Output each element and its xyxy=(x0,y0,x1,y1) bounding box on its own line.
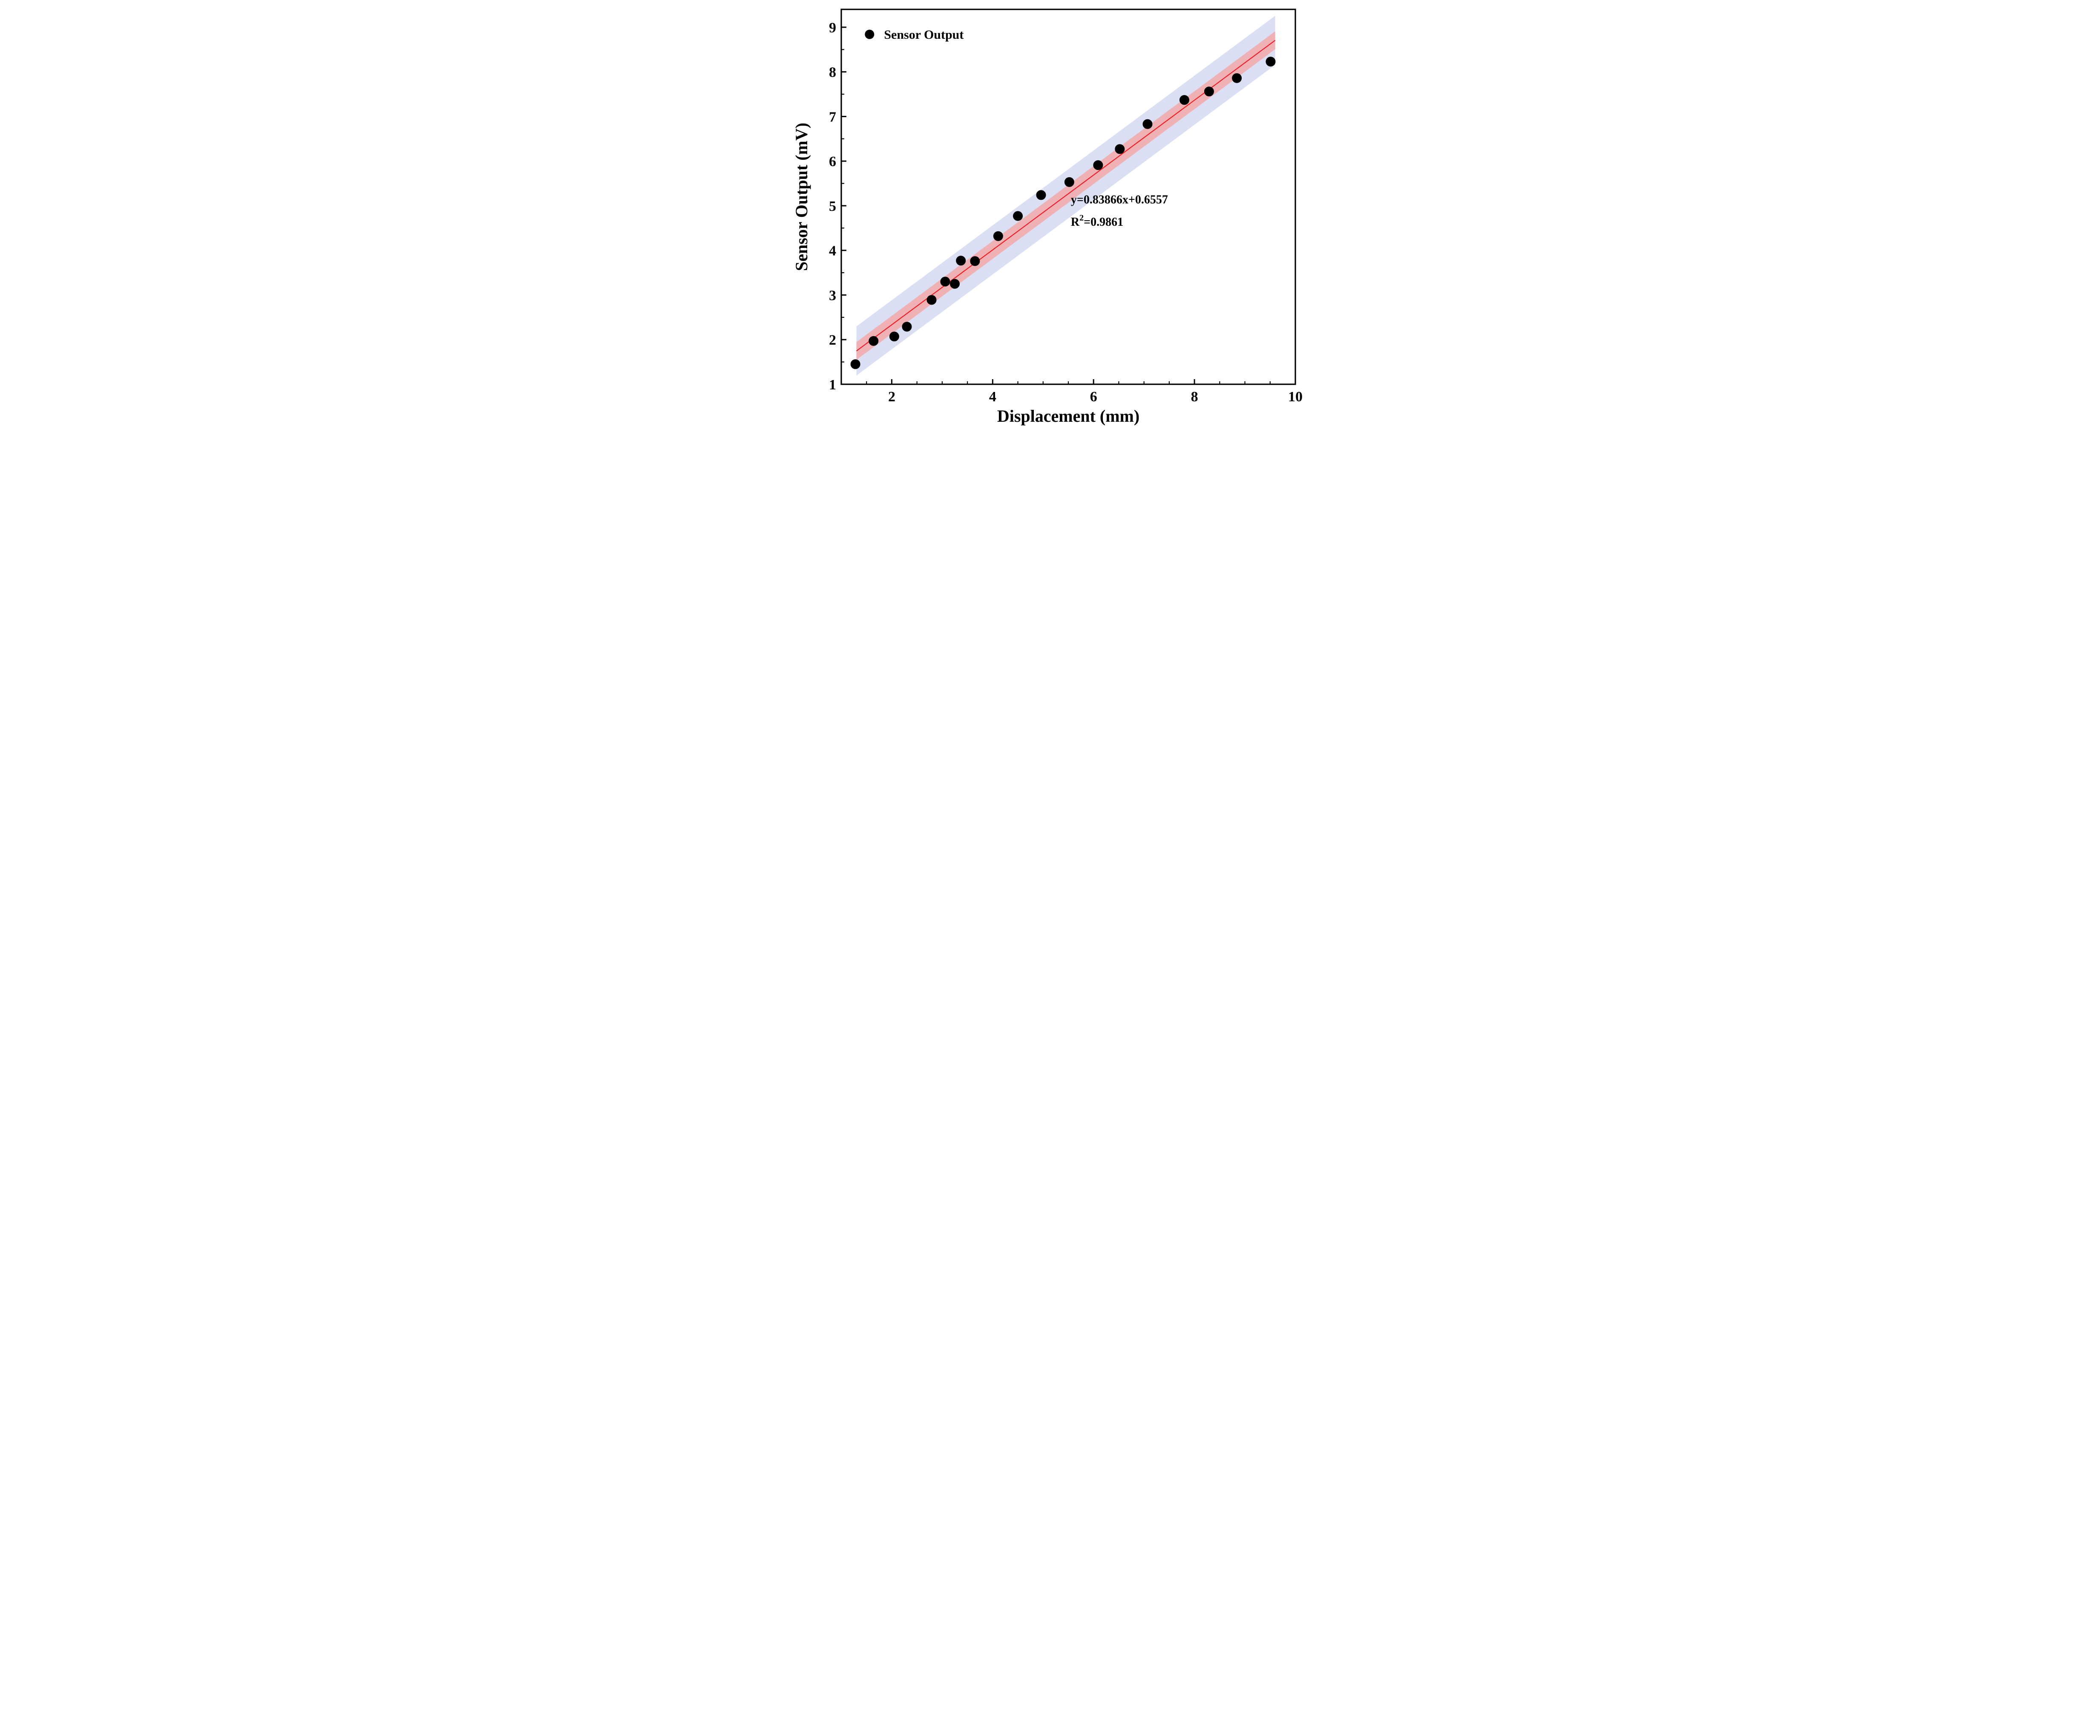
data-point xyxy=(1179,95,1189,105)
data-point xyxy=(851,360,860,369)
y-tick-label: 5 xyxy=(829,199,836,214)
y-tick-label: 8 xyxy=(829,65,836,81)
data-point xyxy=(1204,87,1214,96)
y-axis-title: Sensor Output (mV) xyxy=(792,123,811,271)
data-point xyxy=(1064,177,1074,187)
y-tick-label: 1 xyxy=(829,377,836,393)
data-point xyxy=(1036,190,1046,200)
data-point xyxy=(889,332,899,341)
x-tick-label: 8 xyxy=(1191,389,1198,405)
scatter-regression-chart: 246810 123456789 Displacement (mm) Senso… xyxy=(788,0,1312,434)
data-point xyxy=(941,277,950,286)
y-tick-label: 2 xyxy=(829,332,836,348)
data-point xyxy=(956,256,966,265)
regression-equation: y=0.83866x+0.6557 xyxy=(1071,193,1168,207)
data-point xyxy=(950,279,960,288)
data-point xyxy=(1143,119,1152,129)
y-tick-label: 4 xyxy=(829,243,836,259)
x-tick-label: 6 xyxy=(1090,389,1097,405)
y-tick-label: 3 xyxy=(829,288,836,303)
x-tick-label: 4 xyxy=(989,389,996,405)
x-axis-tick-labels: 2 4 6 8 10 xyxy=(888,389,1303,405)
data-point xyxy=(1093,161,1103,170)
r-squared-value: R2=0.9861 xyxy=(1071,213,1123,229)
data-point xyxy=(993,231,1003,241)
data-point xyxy=(970,256,980,266)
x-tick-label: 2 xyxy=(888,389,895,405)
y-axis-tick-labels: 1 2 3 4 5 6 7 8 9 xyxy=(829,20,836,393)
chart-container: { "chart": { "type": "scatter-with-regre… xyxy=(788,0,1312,434)
y-tick-label: 6 xyxy=(829,154,836,170)
legend-marker-circle-icon xyxy=(865,30,874,39)
x-axis-title: Displacement (mm) xyxy=(997,406,1139,426)
legend-label: Sensor Output xyxy=(884,28,964,42)
data-point xyxy=(1232,73,1242,83)
data-point xyxy=(1266,57,1275,66)
data-point xyxy=(927,295,936,305)
data-point xyxy=(1115,144,1125,154)
data-point xyxy=(869,336,878,345)
data-point xyxy=(1013,211,1023,221)
data-point xyxy=(902,322,912,331)
y-tick-label: 9 xyxy=(829,20,836,36)
x-tick-label: 10 xyxy=(1288,389,1303,405)
y-tick-label: 7 xyxy=(829,109,836,125)
